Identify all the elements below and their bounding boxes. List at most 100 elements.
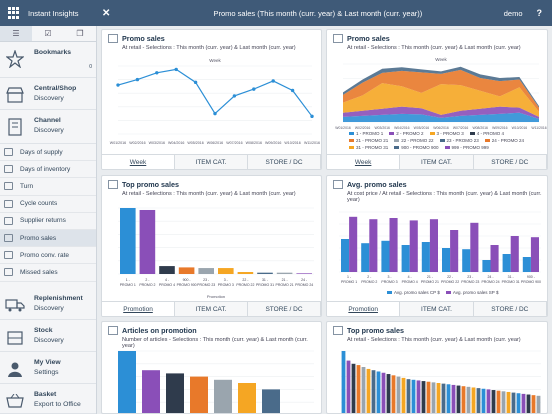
bar [511,392,516,413]
tab-item-cat[interactable]: ITEM CAT. [400,302,474,316]
bar [361,243,370,272]
bar [531,395,536,413]
sidebar-my-view[interactable]: My View Settings [0,352,96,384]
sidebar-item-label: Promo sales [20,234,57,242]
sidebar-item-supplier-returns[interactable]: Supplier returns [0,213,96,230]
close-icon[interactable]: ✕ [102,7,111,19]
tab-store-dc[interactable]: STORE / DC [248,302,321,316]
bar [401,245,410,272]
chart-icon [108,326,118,335]
sidebar-item-turn[interactable]: Turn [0,178,96,196]
bar [456,385,461,413]
report-icon [4,268,13,277]
bar [421,381,426,413]
area-chart: Week W01/2016 W02/2016 W03/2016 W04/2016 W05/… [335,57,546,130]
sidebar-item-days-of-inventory[interactable]: Days of inventory [0,161,96,179]
bar [166,373,184,413]
x-tick-label: PROMO 23 [197,283,215,287]
checklist-icon[interactable]: ☑ [44,29,52,38]
sidebar-item-promo-conv-rate[interactable]: Promo conv. rate [0,247,96,265]
tab-store-dc[interactable]: STORE / DC [473,155,547,169]
tab-promotion[interactable]: Promotion [327,302,401,316]
bar [502,254,511,272]
card-articles-on-promotion[interactable]: Articles on promotion Number of articles… [101,321,322,414]
bar [218,268,234,274]
copy-icon[interactable]: ❐ [76,29,84,38]
x-tick-label: W06/2016 [207,141,223,145]
user-icon [4,358,26,380]
series-line [117,68,313,117]
tab-store-dc[interactable]: STORE / DC [473,302,547,316]
bar [237,272,254,274]
sidebar-replenishment[interactable]: Replenishment Discovery [0,288,96,320]
card-promo-sales-area[interactable]: Promo sales At retail - Selections : Thi… [326,29,548,170]
menu-icon[interactable]: ☰ [0,26,32,41]
card-tabs: Promotion ITEM CAT. STORE / DC [102,301,321,316]
card-tabs: Week ITEM CAT. STORE / DC [102,154,321,169]
tab-promotion[interactable]: Promotion [102,302,175,316]
tab-store-dc[interactable]: STORE / DC [248,155,321,169]
card-top-promo-sales[interactable]: Top promo sales At retail - Selections :… [101,175,322,317]
sidebar: ☰ ☑ ❐ Bookmarks 0 Central/Shop Discovery … [0,26,97,414]
grouped-bar-chart: 1 -PROMO 1 2 -PROMO 2 3 -PROMO 3 4 -PROMO 4… [339,211,541,284]
bar [356,365,361,413]
bar [381,240,390,272]
card-subtitle: Number of articles - Selections : This m… [122,337,308,349]
user-name[interactable]: demo [503,8,523,18]
bar [486,389,491,413]
page-title: Promo sales (This month (curr. year) & L… [213,8,423,18]
tab-week[interactable]: Week [327,155,401,169]
sidebar-section-sub: Discovery [34,336,64,344]
x-tick-label: W08/2016 [246,141,262,145]
line-chart: Week W01/2016 W02/2016 W03/2016 W04/2016 W05/… [110,58,320,145]
truck-icon [4,294,26,316]
data-point [174,67,178,72]
x-tick-label: W06/2016 [433,126,449,130]
bar [526,394,531,413]
sidebar-item-label: Days of inventory [20,165,71,173]
bar [471,387,476,413]
sidebar-item-promo-sales[interactable]: Promo sales [0,229,96,248]
report-icon [4,165,13,174]
report-icon [4,234,13,243]
x-tick-label: PROMO 2 [139,283,155,287]
sidebar-item-missed-sales[interactable]: Missed sales [0,264,96,282]
chart-icon [333,180,343,189]
tab-week[interactable]: Week [102,155,175,169]
sidebar-bookmarks[interactable]: Bookmarks 0 [0,42,96,78]
x-tick-label: PROMO 900 [177,283,197,287]
app-grid-icon[interactable] [8,7,20,19]
x-tick-label: W05/2016 [187,141,203,145]
card-title: Top promo sales [347,326,404,335]
bar [178,267,195,274]
x-tick-label: PROMO 3 [381,280,397,284]
sidebar-stock[interactable]: Stock Discovery [0,320,96,352]
sidebar-basket[interactable]: Basket Export to Office [0,384,96,414]
bar [118,351,136,413]
bar [462,249,471,272]
sidebar-item-cycle-counts[interactable]: Cycle counts [0,196,96,213]
help-icon[interactable]: ? [536,8,543,18]
card-tabs: Week ITEM CAT. STORE / DC [327,154,547,169]
bar [426,381,431,413]
card-subtitle: At retail - Selections : This month (cur… [122,45,296,51]
card-avg-promo-sales[interactable]: Avg. promo sales At cost price / At reta… [326,175,548,317]
bookmark-count: 0 [89,64,92,70]
x-tick-label: W09/2016 [265,141,281,145]
sidebar-channel[interactable]: Channel Discovery [0,110,96,144]
bar [482,260,491,272]
x-tick-label: 31 - [508,275,515,279]
tab-item-cat[interactable]: ITEM CAT. [175,302,248,316]
sidebar-central-shop[interactable]: Central/Shop Discovery [0,78,96,110]
star-icon [4,48,26,70]
card-top-promo-sales-items[interactable]: Top promo sales At retail - Selections :… [326,321,548,414]
card-promo-sales-line[interactable]: Promo sales At retail - Selections : Thi… [101,29,322,170]
sidebar-item-days-of-supply[interactable]: Days of supply [0,144,96,162]
tab-item-cat[interactable]: ITEM CAT. [400,155,474,169]
bar [396,376,401,413]
chart-icon [108,180,118,189]
x-tick-label: PROMO 3 [218,283,234,287]
x-tick-label: 23 - [203,278,210,282]
tab-item-cat[interactable]: ITEM CAT. [175,155,248,169]
x-tick-label: W10/2016 [512,126,528,130]
